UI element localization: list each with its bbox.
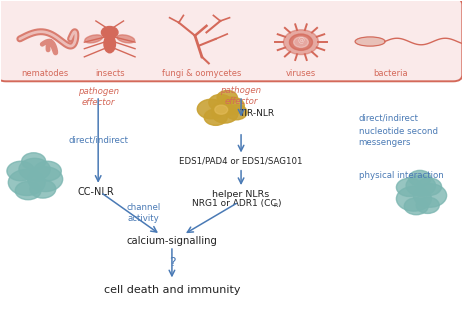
Text: calcium-signalling: calcium-signalling [127, 236, 217, 246]
Text: viruses: viruses [286, 69, 316, 78]
Circle shape [212, 103, 229, 115]
Circle shape [209, 94, 232, 111]
Circle shape [28, 167, 63, 191]
Text: EDS1/PAD4 or EDS1/SAG101: EDS1/PAD4 or EDS1/SAG101 [179, 157, 303, 166]
Text: physical interaction: physical interaction [359, 171, 443, 180]
Text: TIR-NLR: TIR-NLR [239, 109, 274, 118]
Text: direct/indirect: direct/indirect [68, 136, 128, 144]
Circle shape [101, 27, 118, 38]
Text: nucleotide second
messengers: nucleotide second messengers [359, 127, 438, 147]
Text: nematodes: nematodes [21, 69, 69, 78]
Circle shape [396, 186, 432, 211]
Circle shape [8, 169, 45, 195]
Text: fungi & oomycetes: fungi & oomycetes [162, 69, 241, 78]
Ellipse shape [104, 35, 115, 53]
Text: insects: insects [95, 69, 125, 78]
Circle shape [413, 184, 446, 207]
Circle shape [396, 178, 422, 196]
Circle shape [15, 182, 41, 200]
Circle shape [226, 105, 247, 120]
Circle shape [212, 105, 238, 123]
Circle shape [197, 99, 225, 119]
Circle shape [34, 161, 61, 181]
Ellipse shape [117, 35, 134, 43]
Text: direct/indirect: direct/indirect [359, 114, 418, 122]
Ellipse shape [85, 35, 102, 43]
Text: channel
activity: channel activity [126, 203, 161, 223]
Circle shape [217, 90, 237, 105]
Circle shape [30, 180, 56, 198]
Circle shape [404, 198, 428, 215]
Circle shape [204, 109, 227, 125]
Circle shape [19, 158, 50, 181]
Circle shape [283, 30, 318, 55]
Text: pathogen
effector: pathogen effector [220, 86, 262, 106]
Circle shape [290, 34, 312, 50]
Circle shape [409, 170, 431, 186]
Circle shape [417, 178, 442, 195]
Text: NRG1 or ADR1 (CC: NRG1 or ADR1 (CC [192, 199, 276, 208]
Text: pathogen
effector: pathogen effector [78, 87, 119, 107]
Circle shape [7, 161, 35, 181]
Text: @: @ [297, 38, 304, 44]
Circle shape [416, 197, 439, 214]
Text: ?: ? [169, 256, 175, 269]
Text: ): ) [277, 199, 281, 208]
Circle shape [21, 153, 46, 170]
FancyBboxPatch shape [0, 0, 462, 81]
Circle shape [215, 105, 228, 114]
Circle shape [406, 175, 436, 196]
Circle shape [294, 37, 308, 47]
Text: helper NLRs: helper NLRs [212, 190, 269, 199]
Text: cell death and immunity: cell death and immunity [104, 285, 240, 295]
Circle shape [219, 97, 244, 114]
Text: bacteria: bacteria [374, 69, 408, 78]
Ellipse shape [355, 37, 385, 46]
Text: R: R [273, 203, 277, 208]
Text: CC-NLR: CC-NLR [78, 187, 114, 197]
